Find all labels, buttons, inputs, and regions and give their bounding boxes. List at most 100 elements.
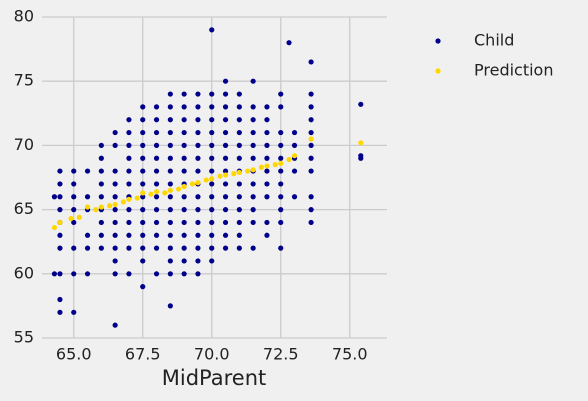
point: [181, 232, 187, 238]
point: [217, 173, 223, 179]
point: [140, 190, 146, 196]
point: [308, 142, 314, 148]
point: [167, 207, 173, 213]
point: [264, 117, 270, 123]
point: [236, 104, 242, 110]
point: [291, 142, 298, 148]
point: [209, 207, 215, 213]
point: [98, 168, 104, 174]
point: [140, 117, 146, 123]
point: [126, 129, 132, 136]
point: [112, 271, 118, 277]
point: [250, 219, 256, 226]
point: [140, 194, 146, 200]
point: [222, 129, 229, 136]
point: [84, 194, 91, 200]
point: [250, 104, 256, 110]
point: [126, 232, 132, 238]
point: [236, 219, 242, 226]
point: [167, 303, 173, 309]
point: [51, 224, 58, 231]
point: [140, 181, 146, 187]
point: [112, 245, 118, 251]
point: [181, 129, 187, 136]
point: [167, 129, 173, 136]
point: [195, 271, 201, 277]
point: [250, 142, 256, 148]
point: [222, 181, 229, 187]
point: [57, 309, 63, 315]
point: [236, 155, 242, 161]
point: [71, 271, 77, 277]
point: [126, 196, 132, 202]
point: [195, 232, 201, 238]
point: [112, 258, 118, 264]
point: [181, 207, 187, 213]
point: [126, 207, 132, 213]
x-tick-label: 70.0: [194, 345, 230, 364]
point: [250, 117, 256, 123]
point: [167, 142, 173, 148]
point: [98, 194, 104, 200]
point: [209, 194, 215, 200]
y-tick-label: 80: [14, 7, 34, 26]
y-tick-label: 65: [14, 199, 34, 218]
point: [250, 167, 256, 173]
point: [167, 104, 173, 110]
point: [308, 91, 314, 97]
point: [140, 245, 146, 251]
point: [126, 271, 132, 277]
point: [162, 190, 168, 196]
point: [84, 204, 91, 210]
point: [222, 172, 229, 178]
point: [209, 155, 215, 161]
point: [167, 117, 173, 123]
point: [278, 207, 284, 213]
point: [308, 129, 314, 136]
point: [264, 142, 270, 148]
point: [98, 204, 104, 210]
point: [222, 219, 229, 226]
point: [250, 194, 256, 200]
point: [126, 142, 132, 148]
point: [57, 219, 63, 226]
point: [358, 140, 364, 146]
point: [167, 271, 173, 277]
point: [120, 199, 127, 205]
point: [222, 245, 229, 251]
point: [308, 168, 314, 174]
point: [291, 153, 298, 159]
point: [358, 153, 364, 159]
point: [222, 155, 229, 161]
point: [236, 129, 242, 136]
point: [195, 219, 201, 226]
point: [209, 27, 215, 33]
point: [57, 245, 63, 251]
point: [236, 194, 242, 200]
y-tick-label: 75: [14, 71, 34, 90]
point: [264, 181, 270, 187]
point: [209, 245, 215, 251]
point: [278, 104, 284, 110]
point: [195, 258, 201, 264]
point: [140, 284, 146, 290]
point: [209, 91, 215, 97]
point: [308, 194, 314, 200]
x-tick-label: 65.0: [56, 345, 92, 364]
point: [181, 271, 187, 277]
point: [236, 91, 242, 97]
point: [209, 181, 215, 187]
point: [71, 219, 77, 226]
point: [222, 142, 229, 148]
point: [140, 168, 146, 174]
point: [98, 181, 104, 187]
point: [222, 168, 229, 174]
point: [181, 168, 187, 174]
point: [231, 171, 237, 177]
point: [84, 168, 91, 174]
point: [195, 245, 201, 251]
point: [195, 180, 201, 186]
point: [291, 129, 298, 136]
point: [126, 181, 132, 187]
